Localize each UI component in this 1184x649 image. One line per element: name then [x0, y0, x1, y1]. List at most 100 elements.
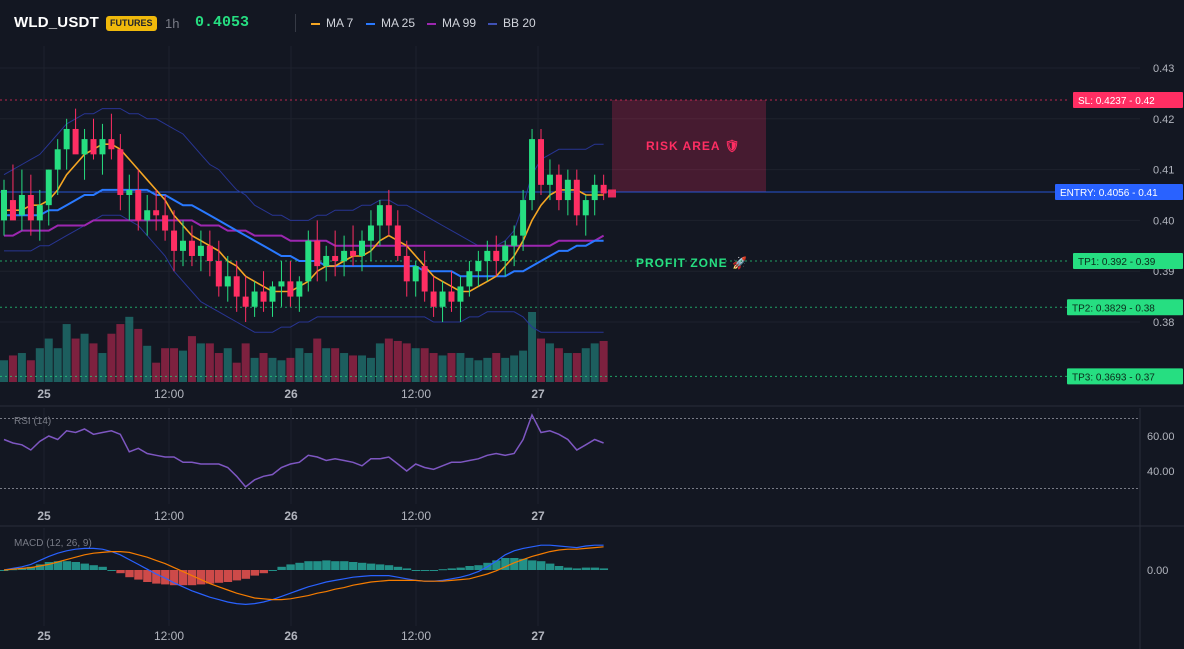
candle-body	[385, 205, 392, 226]
legend-ma99-swatch	[427, 22, 436, 25]
macd-histogram-bar	[187, 570, 197, 586]
volume-bar	[528, 312, 537, 382]
volume-bar	[89, 343, 98, 382]
candle-body	[81, 139, 88, 155]
volume-bar	[393, 340, 402, 382]
candle-body	[502, 245, 509, 262]
volume-bar	[492, 353, 501, 382]
volume-bar	[545, 343, 554, 382]
legend-ma25[interactable]: MA 25	[366, 16, 415, 30]
candle-body	[582, 200, 589, 216]
last-price: 0.4053	[195, 14, 250, 31]
candle-body	[242, 296, 249, 307]
macd-histogram-bar	[358, 562, 367, 570]
candle-body	[72, 128, 79, 155]
legend-bb20[interactable]: BB 20	[488, 16, 536, 30]
price-axis-label: 0.41	[1153, 165, 1174, 177]
candle-body	[171, 230, 178, 251]
rsi-title: RSI (14)	[14, 416, 51, 427]
candle-body	[90, 139, 97, 155]
macd-histogram-bar	[349, 562, 358, 570]
macd-histogram-bar	[223, 570, 233, 582]
candle-body	[1, 189, 7, 221]
ma25-line	[4, 188, 604, 278]
macd-histogram-bar	[537, 561, 546, 570]
macd-histogram-bar	[599, 568, 609, 570]
volume-bar	[205, 343, 214, 382]
macd-histogram-bar	[214, 570, 224, 583]
macd-histogram-bar	[232, 570, 242, 581]
macd-histogram-bar	[528, 560, 537, 570]
volume-bar	[277, 360, 286, 382]
candle-body	[260, 291, 267, 302]
candle-body	[153, 210, 160, 216]
macd-histogram-bar	[465, 566, 474, 570]
candle-body	[188, 240, 195, 256]
candle-body	[412, 266, 419, 282]
time-axis-label: 25	[37, 509, 51, 523]
ma7-line	[4, 143, 604, 293]
macd-histogram-bar	[89, 565, 98, 570]
volume-bar	[187, 336, 196, 382]
candle-body	[555, 174, 562, 201]
candle-body	[600, 184, 607, 194]
volume-bar	[411, 348, 420, 382]
macd-histogram-bar	[322, 560, 331, 570]
candle-body	[475, 261, 482, 272]
volume-bar	[241, 343, 250, 382]
macd-histogram-bar	[62, 561, 72, 570]
candle-body	[296, 281, 303, 297]
macd-histogram-bar	[572, 568, 582, 570]
candle-body	[63, 128, 70, 150]
volume-bar	[331, 348, 340, 382]
volume-bar	[232, 362, 241, 382]
macd-pane: MACD (12, 26, 9) 0.00	[0, 538, 1168, 606]
volume-bar	[143, 345, 152, 382]
time-axis-label: 25	[37, 629, 51, 643]
candle-body	[323, 255, 330, 267]
level-tag	[1055, 183, 1183, 200]
volume-bar	[80, 333, 89, 382]
volume-bar	[456, 353, 465, 382]
candle-body	[18, 195, 25, 216]
symbol-name[interactable]: WLD_USDT	[14, 14, 99, 31]
volume-bar	[590, 343, 599, 382]
legend-ma99[interactable]: MA 99	[427, 16, 476, 30]
time-axis-label: 12:00	[154, 629, 184, 643]
volume-bar	[572, 353, 581, 382]
volume-bar	[402, 343, 411, 382]
candle-body	[215, 261, 222, 287]
legend-bb20-swatch	[488, 22, 497, 25]
chart-header: WLD_USDT FUTURES 1h 0.4053 MA 7 MA 25 MA…	[0, 0, 1184, 46]
legend-ma7[interactable]: MA 7	[311, 16, 353, 30]
volume-bar	[465, 357, 474, 382]
candle-body	[332, 255, 339, 262]
candle-body	[99, 139, 106, 155]
macd-histogram-bar	[53, 561, 63, 570]
macd-histogram-bar	[71, 562, 80, 570]
legend-ma7-swatch	[311, 22, 320, 25]
macd-histogram-bar	[492, 560, 501, 570]
volume-bar	[581, 348, 590, 382]
volume-bar	[62, 324, 71, 382]
candle-body	[180, 240, 186, 251]
timeframe-label[interactable]: 1h	[165, 16, 180, 31]
time-axis-label: 25	[37, 387, 51, 401]
volume-bar	[295, 348, 304, 382]
rsi-axis-label: 40.00	[1147, 466, 1175, 478]
candle-body	[117, 149, 124, 195]
profit-zone-label: PROFIT ZONE 🚀	[636, 256, 748, 270]
candle-body	[45, 169, 52, 206]
macd-histogram-bar	[411, 570, 421, 571]
macd-histogram-bar	[134, 570, 143, 580]
volume-bar	[483, 357, 492, 382]
volume-bar	[384, 338, 393, 382]
macd-histogram-bar	[179, 570, 188, 586]
macd-histogram-bar	[402, 568, 412, 570]
risk-area-label: RISK AREA 🛡	[646, 139, 741, 153]
macd-histogram-bar	[161, 570, 170, 585]
macd-histogram-bar	[554, 566, 564, 570]
legend-ma7-label: MA 7	[326, 16, 354, 30]
volume-bar	[35, 348, 44, 382]
